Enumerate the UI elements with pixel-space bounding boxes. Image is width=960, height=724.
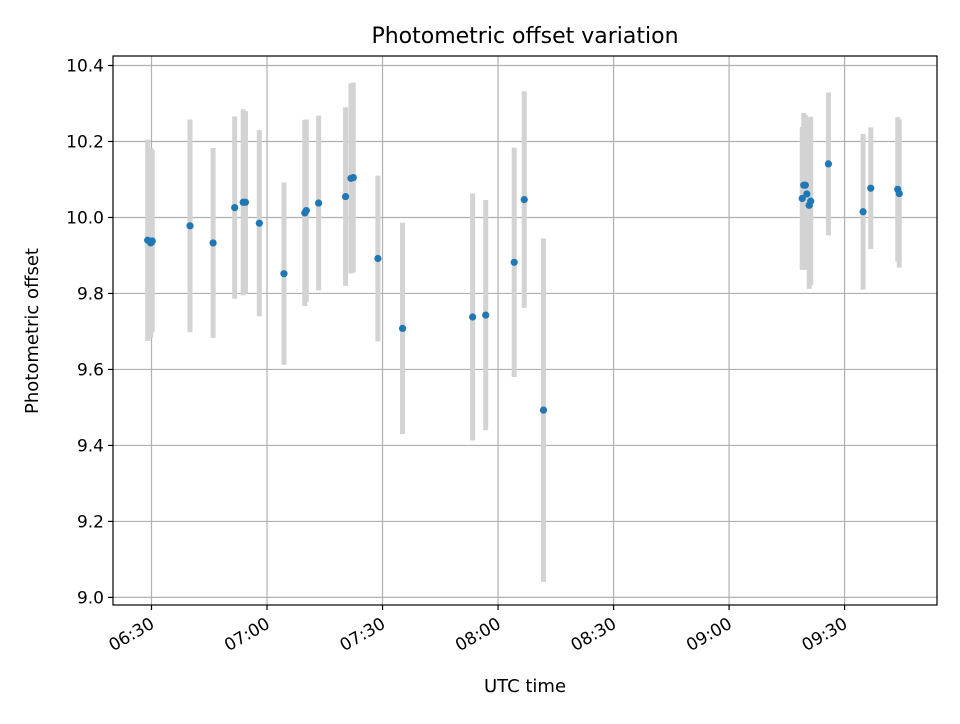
data-point xyxy=(510,258,518,266)
y-tick-label: 10.2 xyxy=(66,132,104,152)
data-point xyxy=(186,222,194,230)
data-point xyxy=(231,203,239,212)
y-axis-label: Photometric offset xyxy=(22,248,43,414)
data-point xyxy=(374,254,382,263)
data-point xyxy=(241,198,250,206)
data-point xyxy=(798,194,806,203)
data-point xyxy=(824,160,833,168)
y-tick-label: 9.6 xyxy=(77,360,104,380)
y-tick-label: 10.0 xyxy=(66,208,104,228)
chart-title: Photometric offset variation xyxy=(371,24,678,49)
data-point xyxy=(482,311,490,319)
data-point xyxy=(469,313,477,321)
data-points xyxy=(144,160,903,414)
data-point xyxy=(803,190,811,198)
data-point xyxy=(398,324,407,333)
plot-area-frame xyxy=(112,55,938,606)
data-point xyxy=(520,196,528,204)
data-point xyxy=(341,192,350,201)
data-point xyxy=(801,181,809,189)
data-point xyxy=(895,189,903,198)
data-point xyxy=(539,406,548,414)
y-tick-label: 9.8 xyxy=(77,284,104,304)
data-point xyxy=(859,208,867,216)
data-point xyxy=(209,239,217,247)
data-point xyxy=(255,219,263,227)
y-tick-label: 9.2 xyxy=(77,512,104,532)
data-point xyxy=(302,207,310,215)
x-axis-label: UTC time xyxy=(484,676,566,697)
y-tick-label: 10.4 xyxy=(66,56,104,76)
data-point xyxy=(867,184,875,192)
y-tick-label: 9.0 xyxy=(77,588,104,608)
data-point xyxy=(280,270,288,278)
data-point xyxy=(148,237,156,245)
data-point xyxy=(315,199,323,207)
data-point xyxy=(807,197,815,205)
data-point xyxy=(349,173,357,182)
y-tick-label: 9.4 xyxy=(77,436,104,456)
